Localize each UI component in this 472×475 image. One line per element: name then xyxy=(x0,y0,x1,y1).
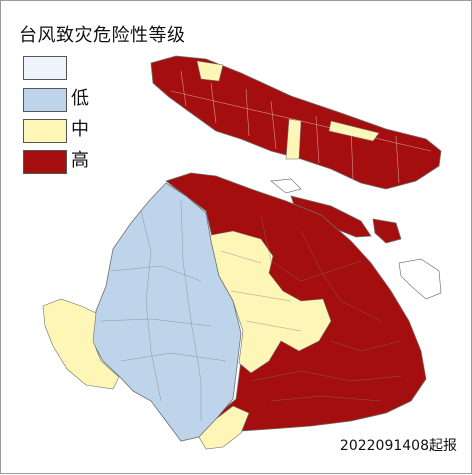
legend-label-high: 高 xyxy=(71,150,89,171)
map-region-chongming-mid-center[interactable] xyxy=(285,118,302,160)
legend-swatch-mid xyxy=(23,119,67,143)
map-title: 台风致灾危险性等级 xyxy=(19,25,186,46)
map-region-mainland-low[interactable] xyxy=(90,182,242,442)
legend-swatch-high xyxy=(23,150,67,174)
legend-label-low: 低 xyxy=(71,88,89,109)
map-region-chongming-mid-west[interactable] xyxy=(196,60,224,82)
map-region-hengsha[interactable] xyxy=(372,218,402,244)
map-region-south-mid[interactable] xyxy=(198,405,250,450)
district-boundaries xyxy=(100,200,402,421)
map-shoal-outline-east xyxy=(398,258,442,300)
map-region-mainland-mid[interactable] xyxy=(205,230,332,374)
map-shoal-outline-north xyxy=(270,178,302,194)
issue-note: 2022091408起报 xyxy=(339,438,457,454)
legend-label-mid: 中 xyxy=(71,119,89,140)
legend-swatch-low xyxy=(23,88,67,112)
legend-swatch-blank xyxy=(23,56,67,80)
map-region-west-mid[interactable] xyxy=(42,298,120,390)
